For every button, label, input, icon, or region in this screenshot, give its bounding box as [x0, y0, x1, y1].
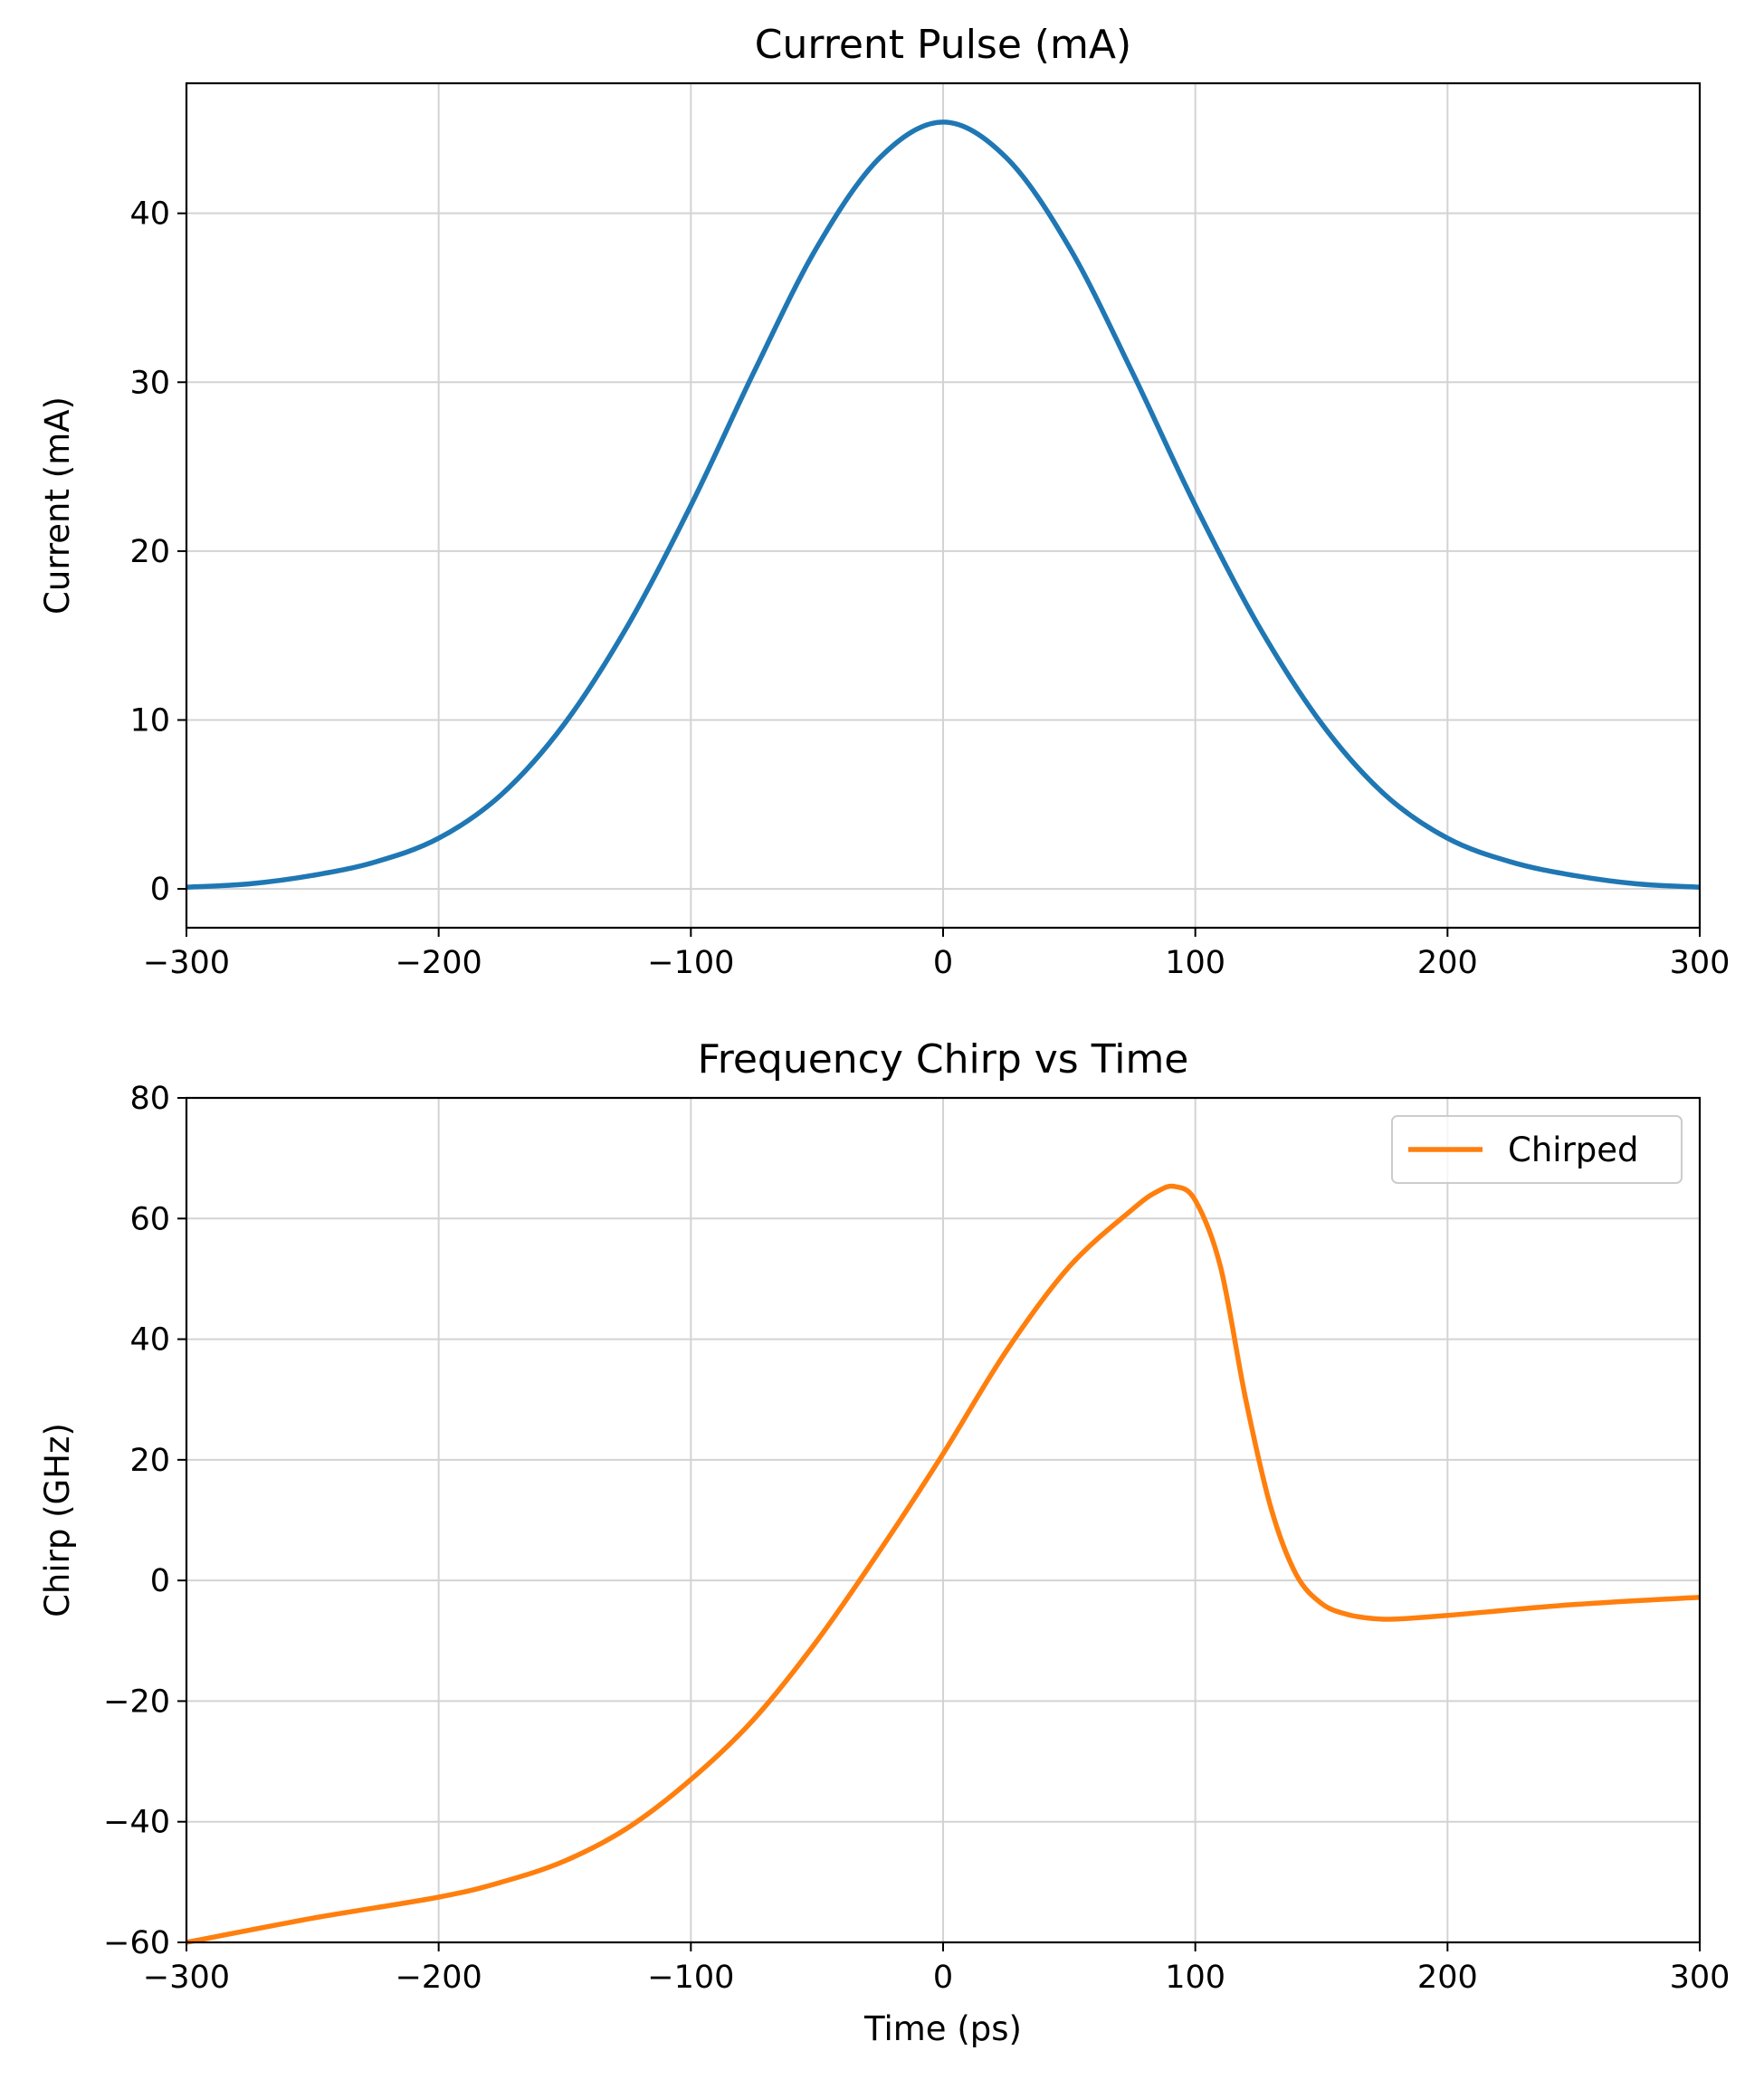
plot-series	[186, 119, 1701, 890]
series-line-0-0	[186, 119, 1701, 890]
frequency-chirp-chart: −300 −200 −100 0 100 200 300−60−40−20020406080…	[38, 1036, 1730, 2048]
y-tick-label: 30	[129, 365, 170, 401]
y-tick-label: 20	[129, 534, 170, 570]
legend-box	[1391, 1115, 1683, 1184]
chart-title: Current Pulse (mA)	[755, 22, 1131, 68]
x-tick-label: −200	[396, 945, 482, 981]
y-axis-label: Current (mA)	[38, 396, 77, 615]
y-tick-label: 0	[150, 872, 170, 908]
x-tick-label: −200	[396, 1960, 482, 1996]
x-tick-label: −300	[143, 1960, 230, 1996]
y-tick-label: −40	[103, 1805, 170, 1841]
series-line-chirped	[186, 1183, 1701, 1945]
y-tick-label: 0	[150, 1563, 170, 1599]
x-tick-label: 300	[1670, 1960, 1731, 1996]
x-tick-label: 300	[1670, 945, 1731, 981]
y-tick-label: 40	[129, 196, 170, 233]
y-axis-label: Chirp (GHz)	[38, 1423, 77, 1617]
x-tick-label: 200	[1417, 1960, 1478, 1996]
x-tick-label: 0	[933, 1960, 953, 1996]
x-tick-label: −300	[143, 945, 230, 981]
current-pulse-chart: −300 −200 −100 0 100 200 300 0 10 20 30 40 Current …	[38, 22, 1730, 981]
y-tick-label: 20	[129, 1443, 170, 1479]
x-tick-label: 200	[1417, 945, 1478, 981]
x-tick-label: 100	[1165, 945, 1225, 981]
y-tick-label: 80	[129, 1081, 170, 1117]
chart-title: Frequency Chirp vs Time	[698, 1036, 1189, 1083]
x-tick-label: −100	[647, 1960, 734, 1996]
y-tick-label: 40	[129, 1322, 170, 1359]
x-tick-label: 100	[1165, 1960, 1225, 1996]
y-tick-label: 60	[129, 1201, 170, 1237]
x-tick-label: 0	[933, 945, 953, 981]
legend: Chirped	[1391, 1115, 1683, 1184]
axis-ticks: −300 −200 −100 0 100 200 300 0 10 20 30 40	[129, 196, 1730, 981]
y-tick-label: 10	[129, 702, 170, 739]
x-axis-label: Time (ps)	[863, 2009, 1022, 2048]
y-tick-label: −60	[103, 1925, 170, 1961]
x-tick-label: −100	[647, 945, 734, 981]
y-tick-label: −20	[103, 1684, 170, 1720]
plot-series	[186, 1183, 1701, 1945]
legend-label-chirped: Chirped	[1508, 1130, 1639, 1169]
